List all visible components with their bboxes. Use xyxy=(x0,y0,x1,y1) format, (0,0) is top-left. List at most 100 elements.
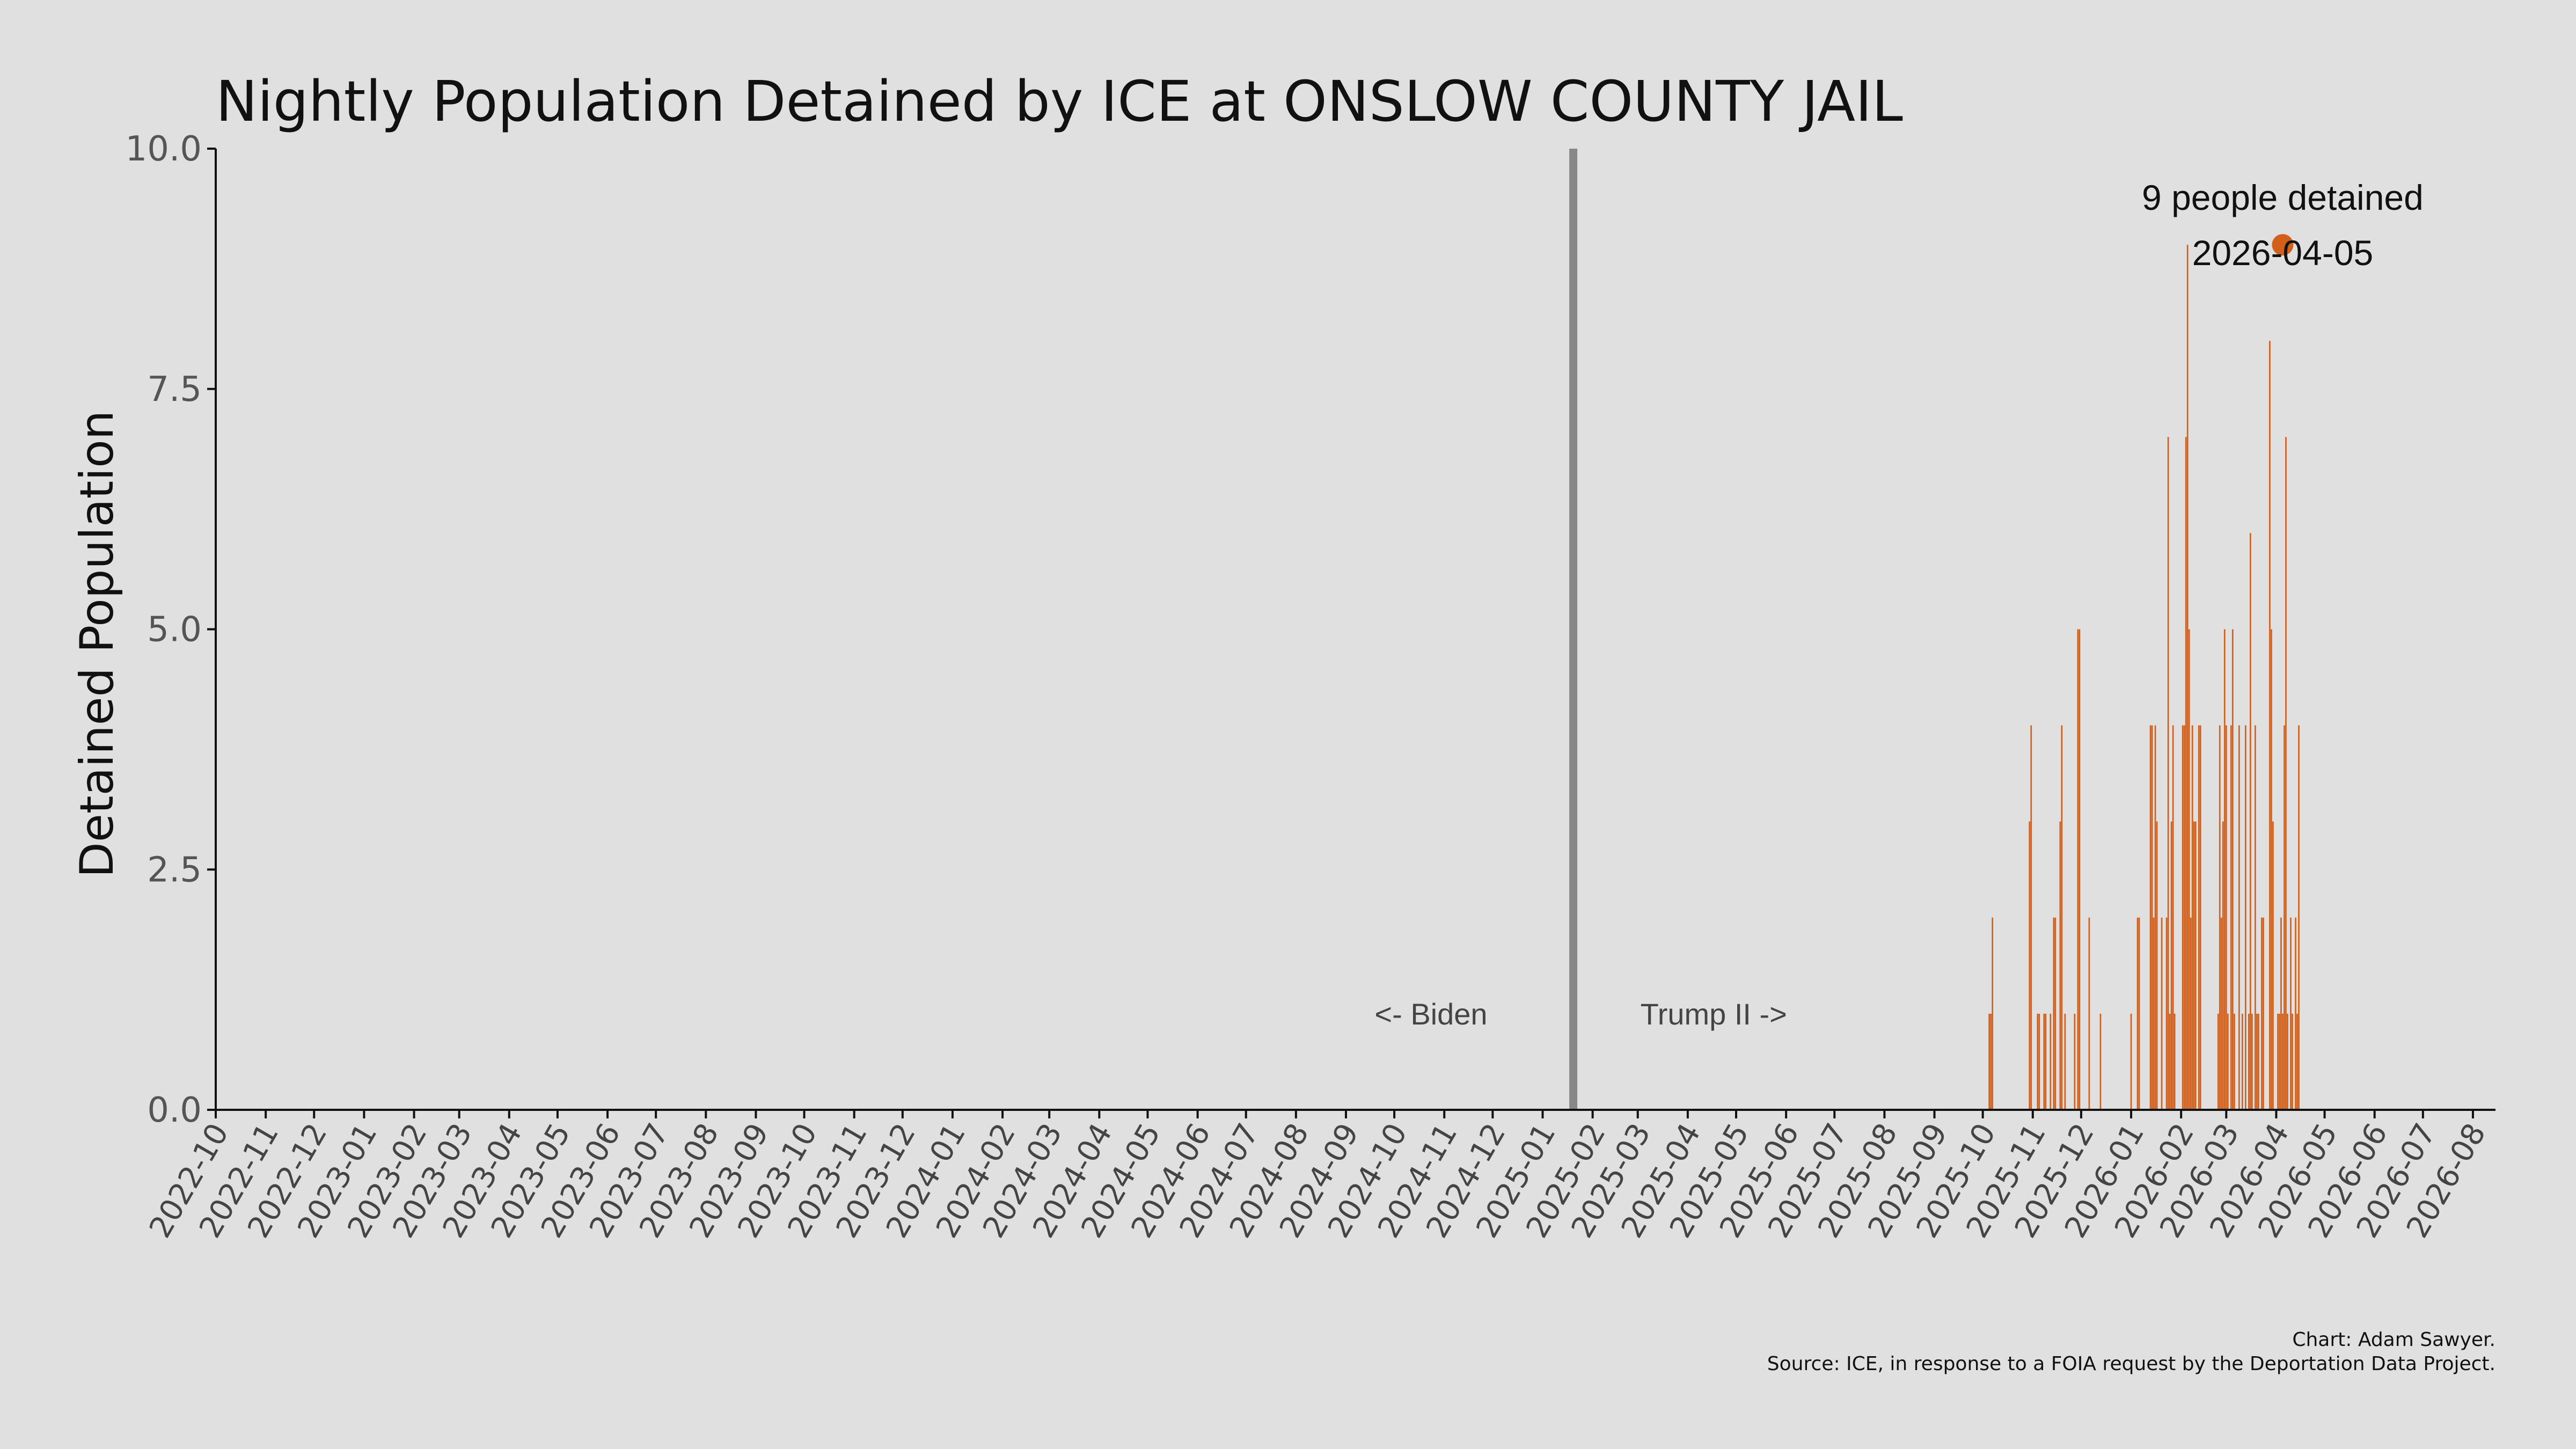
detained-bar xyxy=(2185,437,2187,1110)
detained-bar xyxy=(2030,725,2032,1110)
detained-bar xyxy=(2043,1013,2045,1110)
detained-bar xyxy=(2220,917,2222,1110)
detained-bar xyxy=(2284,725,2285,1110)
era-label-biden: <- Biden xyxy=(1374,997,1487,1031)
detained-bar xyxy=(2280,917,2282,1110)
detained-bar xyxy=(2227,1013,2229,1110)
detained-bar xyxy=(2290,917,2292,1110)
peak-annotation-label: 9 people detained xyxy=(2142,178,2424,217)
detained-bar xyxy=(2219,725,2221,1110)
y-axis-ticks: 0.0 2.5 5.0 7.5 10.0 xyxy=(126,129,216,1130)
detained-bar xyxy=(2295,917,2296,1110)
x-axis-ticks: 2022-102022-112022-122023-012023-022023-… xyxy=(143,1110,2493,1244)
detained-bar xyxy=(2169,1013,2171,1110)
detained-bar xyxy=(2225,725,2227,1110)
detained-bar xyxy=(2241,1013,2243,1110)
y-tick-label: 7.5 xyxy=(147,370,202,409)
y-tick-label: 10.0 xyxy=(126,129,202,169)
detained-bar xyxy=(2244,725,2246,1110)
detained-bar xyxy=(2296,1013,2298,1110)
y-tick-label: 0.0 xyxy=(147,1091,202,1130)
detained-bar xyxy=(2255,725,2256,1110)
detained-bar xyxy=(2194,821,2197,1110)
detained-bar xyxy=(2074,1013,2076,1110)
detained-bar xyxy=(2261,917,2263,1110)
detained-bar xyxy=(2054,917,2057,1110)
detained-bar xyxy=(2172,725,2174,1110)
y-tick-label: 2.5 xyxy=(147,850,202,890)
detained-bar xyxy=(2130,1013,2132,1110)
detained-bar xyxy=(2038,1013,2040,1110)
detained-bar xyxy=(2079,629,2081,1110)
detained-bar xyxy=(1992,917,1994,1110)
detained-bar xyxy=(2272,821,2274,1110)
detained-bar xyxy=(2099,1013,2102,1110)
detained-bar xyxy=(2285,437,2287,1110)
detained-bar xyxy=(2153,917,2155,1110)
detained-bar xyxy=(2191,725,2193,1110)
detained-bar xyxy=(2198,725,2200,1110)
detained-bar xyxy=(2230,725,2232,1110)
detained-bar xyxy=(2217,1013,2219,1110)
detained-bar xyxy=(2188,629,2190,1110)
detained-bar xyxy=(2077,629,2079,1110)
detained-bar xyxy=(2256,1013,2258,1110)
detained-bar xyxy=(2292,1013,2293,1110)
detained-bar xyxy=(1988,1013,1990,1110)
detained-bar xyxy=(2151,725,2153,1110)
detained-bar xyxy=(2251,1013,2253,1110)
detained-bar xyxy=(2287,1013,2288,1110)
detained-bar xyxy=(2053,917,2055,1110)
detained-bar xyxy=(2161,917,2163,1110)
detained-bar xyxy=(2061,725,2063,1110)
detained-bar xyxy=(2250,533,2251,1110)
detained-bar xyxy=(2059,821,2061,1110)
detained-bar xyxy=(2174,1013,2176,1110)
detained-bar xyxy=(2238,725,2240,1110)
chart-source: Source: ICE, in response to a FOIA reque… xyxy=(1767,1353,2496,1375)
detained-bar xyxy=(2282,1013,2284,1110)
detained-bar xyxy=(2138,917,2140,1110)
detained-bar xyxy=(2248,1013,2250,1110)
detained-bar xyxy=(2165,917,2168,1110)
chart-credit: Chart: Adam Sawyer. xyxy=(2292,1329,2496,1351)
detained-bar xyxy=(1990,1013,1992,1110)
detained-bar xyxy=(2183,725,2185,1110)
detained-bar xyxy=(2258,1013,2259,1110)
detained-bar xyxy=(2045,1013,2047,1110)
y-tick-label: 5.0 xyxy=(147,610,202,650)
detained-bar xyxy=(2223,629,2226,1110)
detained-bar xyxy=(2279,1013,2280,1110)
detained-bar xyxy=(2222,821,2224,1110)
detained-bar xyxy=(2231,629,2234,1110)
detained-bar xyxy=(2263,917,2264,1110)
chart-title: Nightly Population Detained by ICE at ON… xyxy=(216,69,1903,134)
detained-bar xyxy=(2088,917,2090,1110)
detained-bar xyxy=(2298,725,2300,1110)
detained-bar xyxy=(2167,437,2169,1110)
detained-bar xyxy=(2154,725,2156,1110)
detained-bar xyxy=(2156,821,2158,1110)
peak-marker xyxy=(2272,234,2294,256)
detained-bar xyxy=(2149,725,2151,1110)
detained-bar xyxy=(2190,917,2192,1110)
y-axis-label: Detained Population xyxy=(70,411,124,878)
bar-series xyxy=(1988,245,2300,1110)
detained-bar xyxy=(2050,1013,2052,1110)
detained-bar xyxy=(2233,1013,2235,1110)
detained-bar xyxy=(2037,1013,2039,1110)
detained-bar xyxy=(2269,341,2271,1110)
peak-annotation-date: 2026-04-05 xyxy=(2192,233,2374,273)
detained-bar xyxy=(2170,821,2172,1110)
detained-bar xyxy=(2064,1013,2066,1110)
detained-bar xyxy=(2186,245,2189,1110)
detained-bar xyxy=(2277,1013,2279,1110)
detained-bar xyxy=(2271,629,2272,1110)
detained-bar xyxy=(2199,725,2201,1110)
era-label-trump: Trump II -> xyxy=(1641,997,1787,1031)
detained-bar xyxy=(2136,917,2139,1110)
detained-bar xyxy=(2193,821,2195,1110)
detained-bar xyxy=(2182,725,2184,1110)
detained-bar xyxy=(2029,821,2031,1110)
